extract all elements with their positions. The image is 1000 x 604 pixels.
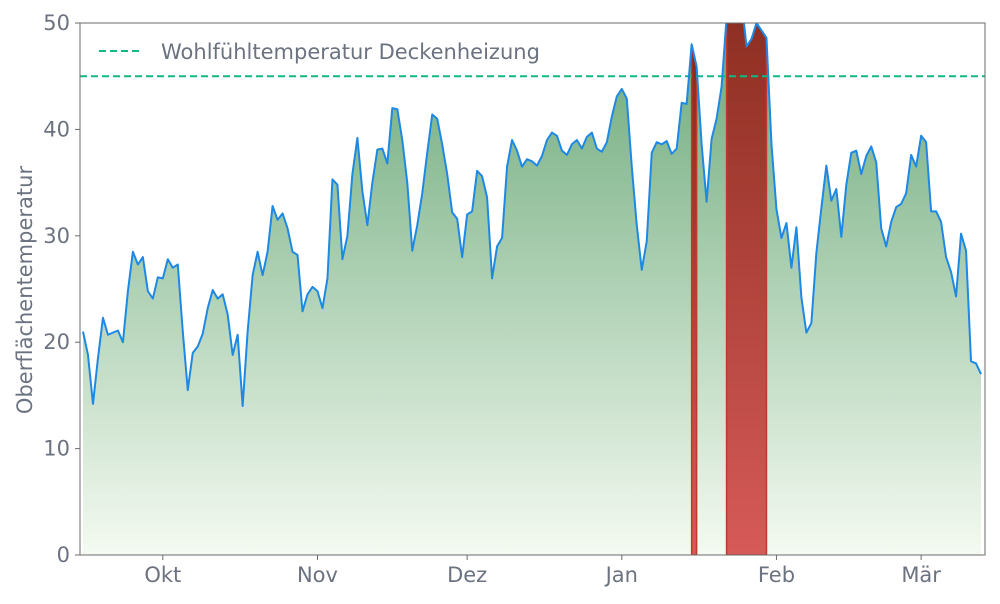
legend: Wohlfühltemperatur Deckenheizung [99, 40, 540, 64]
highlight-range-2 [727, 0, 767, 555]
plot-area [80, 0, 985, 555]
y-tick-label: 30 [43, 224, 70, 248]
y-axis-label: Oberflächentemperatur [13, 166, 37, 415]
x-tick-label: Okt [144, 563, 181, 587]
y-tick-label: 50 [43, 11, 70, 35]
x-tick-label: Dez [447, 563, 487, 587]
y-tick-label: 0 [57, 543, 70, 567]
x-tick-label: Nov [297, 563, 338, 587]
x-tick-label: Feb [758, 563, 795, 587]
x-tick-label: Jan [604, 563, 638, 587]
x-axis: Okt Nov Dez Jan Feb Mär [144, 555, 941, 587]
y-tick-label: 20 [43, 330, 70, 354]
x-tick-label: Mär [901, 563, 941, 587]
area-fill [83, 0, 981, 555]
y-tick-label: 40 [43, 117, 70, 141]
highlight-range-1 [692, 44, 697, 555]
y-axis: 0 10 20 30 40 50 [43, 11, 80, 567]
y-tick-label: 10 [43, 437, 70, 461]
legend-label-reference-line: Wohlfühltemperatur Deckenheizung [161, 40, 540, 64]
